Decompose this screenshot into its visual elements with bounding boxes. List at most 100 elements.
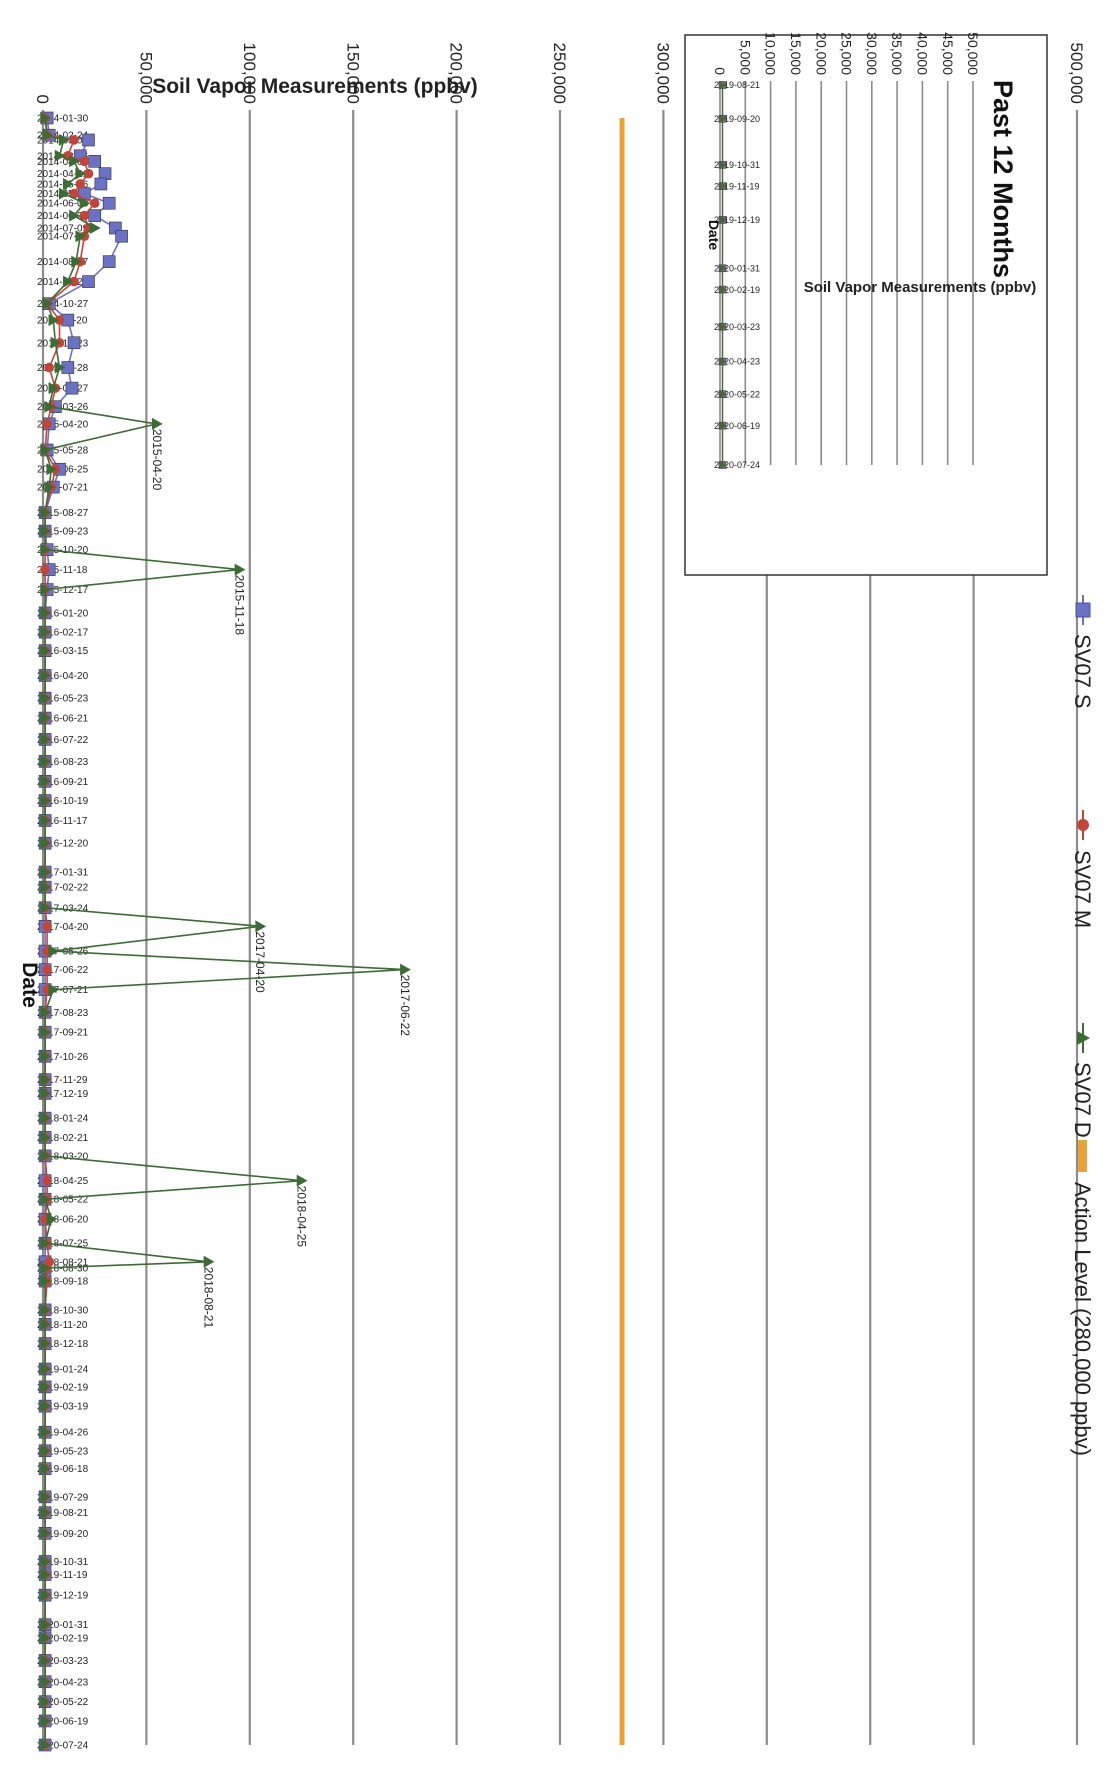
peak-data-label: 2015-11-18 (232, 575, 246, 636)
main-point-sv07-d (40, 814, 52, 827)
main-x-tick-label: 2018-02-21 (37, 1133, 89, 1144)
main-point-sv07-d (40, 866, 52, 879)
peak-data-label: 2018-08-21 (201, 1267, 215, 1329)
main-point-sv07-d (151, 417, 163, 430)
main-point-sv07-d (40, 1131, 52, 1144)
main-point-sv07-d (40, 1490, 52, 1503)
inset-y-tick-label: 20,000 (813, 32, 829, 75)
main-point-sv07-d (40, 1527, 52, 1540)
main-x-tick-label: 2018-05-22 (37, 1195, 89, 1206)
main-point-sv07-m (44, 362, 55, 373)
main-point-sv07-d (50, 336, 62, 349)
main-point-sv07-d (40, 506, 52, 519)
main-x-tick-label: 2016-12-20 (37, 839, 89, 850)
main-x-tick-label: 2015-10-20 (37, 545, 89, 556)
main-point-sv07-d (234, 563, 246, 576)
inset-y-tick-label: 30,000 (864, 32, 880, 75)
main-point-sv07-d (40, 1318, 52, 1331)
main-point-sv07-d (40, 1506, 52, 1519)
main-x-tick-label: 2018-10-30 (37, 1305, 89, 1316)
main-point-sv07-d (40, 1237, 52, 1250)
main-point-sv07-d (54, 361, 66, 374)
inset-point-sv07-d (719, 115, 727, 123)
main-point-sv07-d (40, 1695, 52, 1708)
main-x-tick-label: 2016-03-15 (37, 646, 89, 657)
main-x-tick-label: 2015-07-21 (37, 483, 89, 494)
main-x-tick-label: 2014-07-21 (37, 232, 89, 243)
main-x-tick-label: 2020-02-19 (37, 1633, 89, 1644)
main-point-sv07-d (48, 382, 60, 395)
main-x-tick-label: 2015-04-20 (37, 419, 89, 430)
main-point-sv07-d (40, 1714, 52, 1727)
main-x-tick-label: 2018-11-20 (37, 1320, 88, 1331)
main-x-tick-label: 2014-06-03 (37, 199, 89, 210)
main-point-sv07-d (48, 983, 60, 996)
main-x-tick-label: 2014-01-30 (37, 114, 89, 125)
main-x-tick-label: 2019-05-23 (37, 1446, 89, 1457)
main-point-sv07-s (115, 229, 128, 243)
main-point-sv07-d (40, 1675, 52, 1688)
main-point-sv07-d (44, 400, 56, 413)
main-point-sv07-d (69, 209, 81, 222)
main-point-sv07-d (40, 1073, 52, 1086)
main-x-tick-label: 2014-08-27 (37, 257, 89, 268)
main-y-tick-label: 300,000 (653, 43, 672, 104)
main-x-tick-label: 2020-05-22 (37, 1697, 89, 1708)
main-point-sv07-m (69, 276, 79, 287)
inset-point-sv07-d (719, 81, 727, 89)
main-point-sv07-m (79, 156, 90, 167)
main-point-sv07-s (102, 255, 116, 268)
main-x-tick-label: 2018-09-18 (37, 1277, 89, 1288)
main-x-tick-label: 2018-06-20 (37, 1215, 89, 1226)
main-point-sv07-d (40, 901, 52, 914)
main-point-sv07-d (40, 1149, 52, 1162)
main-point-sv07-m (42, 419, 52, 429)
legend: SV07 S SV07 M SV07 D Action Level (280,0… (1070, 595, 1095, 1456)
main-x-tick-label: 2017-08-23 (37, 1008, 89, 1019)
main-point-sv07-d (40, 112, 52, 124)
main-point-sv07-d (40, 881, 52, 894)
legend-sv07m-label: SV07 M (1070, 850, 1095, 928)
main-point-sv07-m (42, 921, 52, 932)
main-point-sv07-d (54, 149, 66, 162)
main-point-sv07-d (203, 1255, 215, 1268)
inset-x-tick-label: 2020-01-31 (714, 263, 760, 273)
main-x-tick-label: 2018-04-25 (37, 1176, 89, 1187)
main-point-sv07-d (400, 963, 411, 976)
main-point-sv07-d (40, 1618, 52, 1631)
inset-y-tick-label: 5,000 (737, 40, 753, 75)
inset-title: Past 12 Months (988, 80, 1018, 278)
inset-x-tick-label: 2020-03-23 (714, 322, 760, 332)
legend-sv07s-label: SV07 S (1070, 634, 1095, 709)
main-x-tick-label: 2015-03-26 (37, 402, 89, 413)
peak-data-label: 2018-04-25 (295, 1186, 309, 1248)
inset-x-tick-label: 2020-04-23 (714, 357, 760, 367)
main-point-sv07-d (40, 1112, 52, 1125)
main-x-tick-label: 2020-01-31 (37, 1620, 89, 1631)
main-x-tick-label: 2019-07-29 (37, 1492, 89, 1503)
main-x-tick-label: 2014-07-09 (37, 223, 89, 234)
main-point-sv07-d (40, 755, 52, 768)
main-x-tick-label: 2017-06-22 (37, 965, 89, 976)
legend-action-level-swatch (1078, 1140, 1087, 1172)
main-point-sv07-d (63, 275, 74, 288)
inset-point-sv07-d (719, 358, 727, 366)
rotated-chart-group: 0 50,000 100,000 150,000 200,000 250,000 300,0… (18, 32, 1095, 1751)
main-y-tick-label: 100,000 (240, 43, 259, 104)
inset-point-sv07-d (719, 286, 727, 294)
main-x-tick-label: 2019-06-18 (37, 1464, 89, 1475)
inset-point-sv07-d (719, 216, 727, 224)
main-x-tick-label: 2014-05-06 (37, 179, 89, 190)
peak-data-label: 2017-06-22 (398, 975, 412, 1037)
main-point-sv07-d (40, 1006, 52, 1019)
main-point-sv07-d (255, 920, 267, 933)
main-point-sv07-d (40, 1380, 52, 1393)
main-point-sv07-m (42, 1175, 52, 1186)
main-point-sv07-m (40, 564, 50, 575)
inset-point-sv07-d (719, 461, 727, 469)
main-y-tick-label: 150,000 (343, 43, 362, 104)
inset-point-sv07-d (719, 323, 727, 331)
main-y-tick-label: 250,000 (550, 43, 569, 104)
main-x-tick-label: 2016-10-19 (37, 796, 89, 807)
